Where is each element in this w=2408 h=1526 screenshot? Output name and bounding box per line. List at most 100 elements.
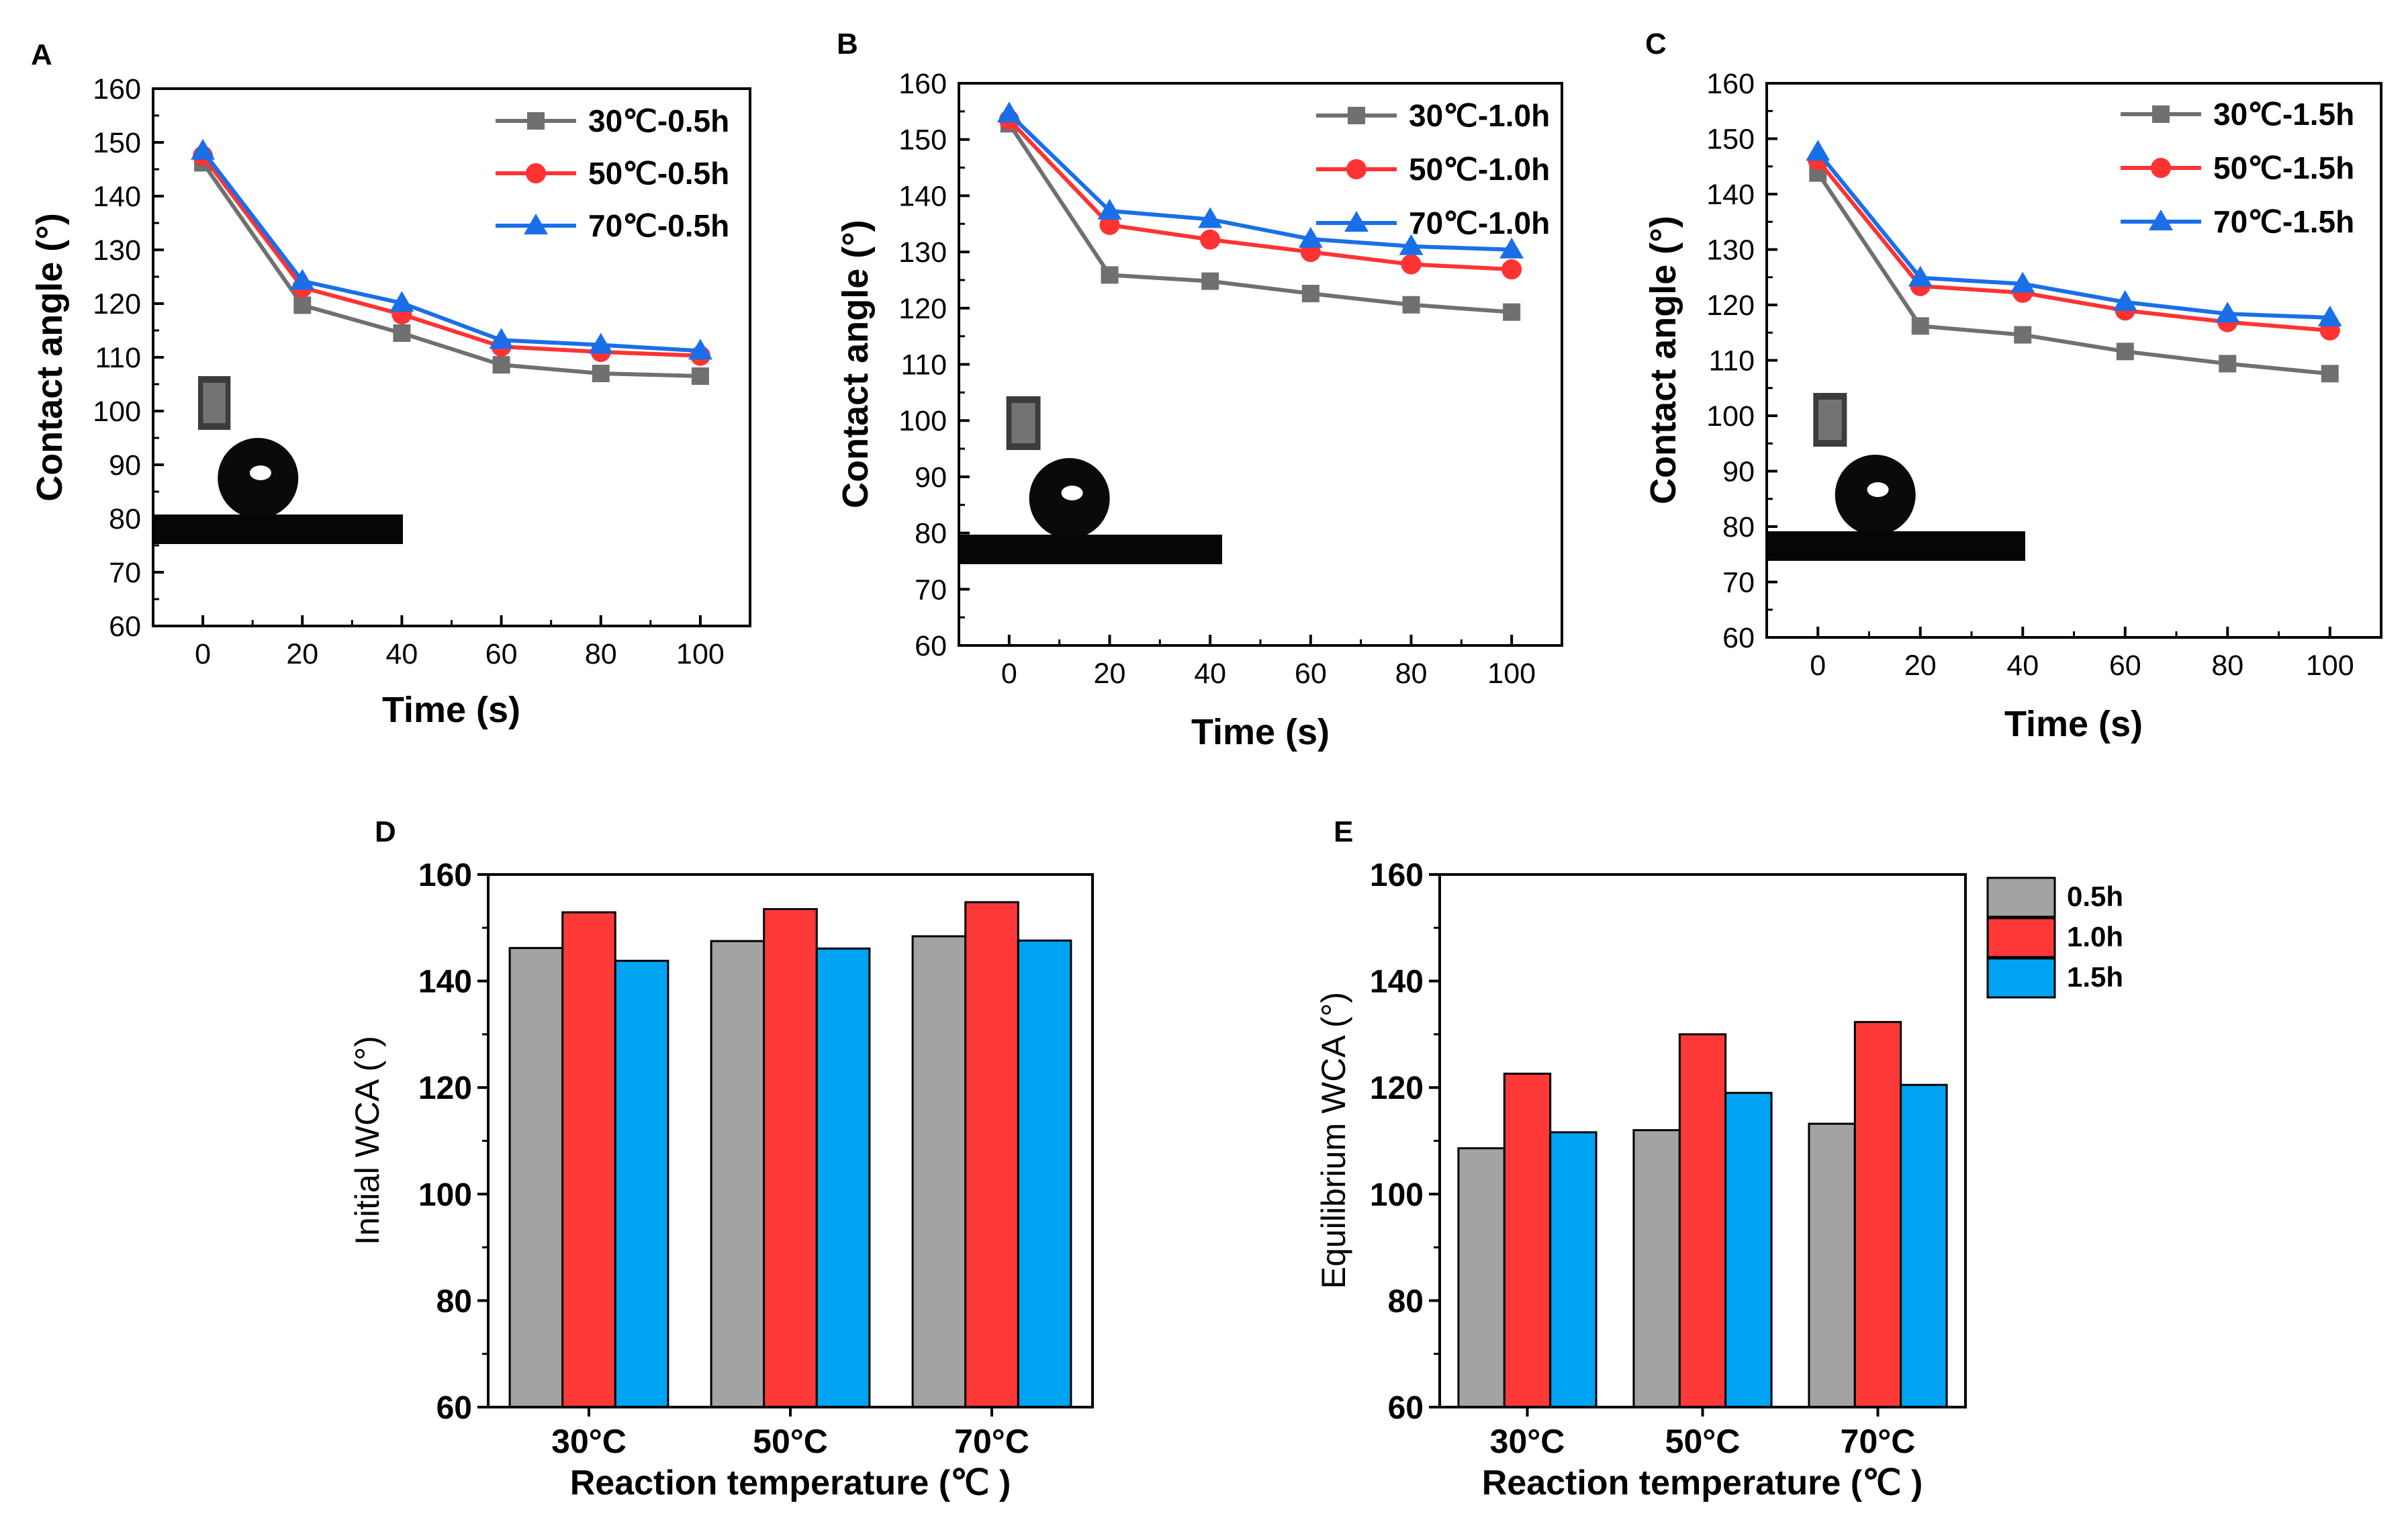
legend-marker bbox=[2149, 210, 2173, 230]
data-point bbox=[1099, 214, 1120, 235]
x-tick-label: 40 bbox=[1194, 658, 1226, 690]
panel-label: B bbox=[837, 28, 858, 60]
droplet-highlight bbox=[1061, 486, 1083, 500]
droplet-highlight bbox=[249, 465, 271, 480]
x-tick-label: 70°C bbox=[954, 1423, 1029, 1460]
y-tick-label: 60 bbox=[1388, 1390, 1424, 1426]
droplet-inset-image bbox=[959, 396, 1222, 564]
bar-0_5h-2 bbox=[710, 940, 766, 1408]
bar-1_5h-3 bbox=[1900, 1083, 1948, 1408]
series-line-2 bbox=[1816, 159, 2330, 332]
data-point bbox=[290, 269, 315, 290]
legend-swatch bbox=[1986, 917, 2056, 958]
series-line-3 bbox=[1007, 112, 1512, 252]
legend-label: 50℃-0.5h bbox=[588, 156, 729, 191]
y-tick-label: 100 bbox=[898, 405, 947, 437]
legend-label: 1.5h bbox=[2067, 961, 2123, 993]
x-tick-label: 80 bbox=[2211, 649, 2243, 682]
y-axis-label: Contact angle (°) bbox=[1643, 216, 1683, 504]
y-tick-label: 120 bbox=[93, 288, 141, 320]
legend-label: 30℃-1.5h bbox=[2213, 97, 2354, 132]
x-tick-label: 40 bbox=[385, 638, 418, 670]
panel-label: D bbox=[375, 815, 396, 848]
data-point bbox=[2113, 289, 2137, 311]
x-tick-label: 70°C bbox=[1841, 1423, 1916, 1460]
legend-marker bbox=[527, 112, 545, 130]
droplet-highlight bbox=[1867, 482, 1889, 497]
bar-1_0h-3 bbox=[1853, 1021, 1902, 1408]
y-tick-label: 150 bbox=[93, 127, 141, 159]
legend-marker bbox=[1346, 159, 1367, 179]
y-tick-label: 60 bbox=[436, 1390, 472, 1426]
y-tick-label: 140 bbox=[418, 964, 472, 1000]
series-line-1 bbox=[201, 161, 700, 378]
y-tick-label: 70 bbox=[109, 557, 141, 589]
data-point bbox=[1097, 198, 1122, 220]
data-point bbox=[393, 324, 411, 342]
y-tick-label: 90 bbox=[1722, 456, 1755, 488]
data-point bbox=[1911, 317, 1929, 335]
data-point bbox=[1503, 303, 1521, 321]
bar-1_5h-2 bbox=[815, 947, 871, 1408]
series-line-1 bbox=[1007, 122, 1512, 314]
legend-label: 50℃-1.0h bbox=[1409, 152, 1550, 187]
legend-swatch bbox=[1986, 877, 2056, 918]
data-point bbox=[293, 296, 312, 314]
x-axis-label: Reaction temperature (℃ ) bbox=[1482, 1464, 1923, 1502]
x-tick-label: 30°C bbox=[1490, 1423, 1565, 1460]
bar-1_0h-1 bbox=[561, 911, 616, 1408]
needle-highlight bbox=[1818, 400, 1842, 440]
y-tick-label: 90 bbox=[109, 449, 141, 482]
data-point bbox=[2317, 305, 2342, 326]
bar-1_0h-2 bbox=[1678, 1033, 1727, 1408]
x-tick-label: 0 bbox=[1001, 658, 1017, 690]
data-point bbox=[1501, 259, 1522, 280]
x-tick-label: 0 bbox=[195, 638, 211, 670]
y-tick-label: 160 bbox=[418, 858, 472, 893]
y-tick-label: 150 bbox=[1706, 124, 1755, 156]
x-tick-label: 60 bbox=[1295, 658, 1327, 690]
legend-label: 70℃-0.5h bbox=[588, 208, 729, 243]
y-tick-label: 100 bbox=[1706, 400, 1755, 433]
x-tick-label: 60 bbox=[2109, 649, 2141, 682]
needle-highlight bbox=[203, 383, 226, 423]
data-point bbox=[1200, 229, 1221, 250]
y-tick-label: 100 bbox=[418, 1177, 472, 1213]
bar-1_5h-1 bbox=[614, 959, 669, 1408]
x-axis-label: Time (s) bbox=[1191, 712, 1330, 752]
y-tick-label: 80 bbox=[1388, 1284, 1424, 1319]
y-tick-label: 110 bbox=[95, 342, 141, 374]
panel-label: A bbox=[31, 38, 52, 71]
x-tick-label: 60 bbox=[485, 638, 518, 670]
substrate bbox=[1767, 531, 2025, 561]
y-tick-label: 160 bbox=[93, 73, 141, 105]
data-point bbox=[1101, 266, 1119, 284]
x-tick-label: 30°C bbox=[551, 1423, 627, 1460]
data-point bbox=[1201, 272, 1219, 290]
y-tick-label: 70 bbox=[915, 574, 947, 606]
substrate bbox=[959, 535, 1222, 564]
x-axis-label: Time (s) bbox=[2004, 704, 2143, 744]
data-point bbox=[1908, 265, 1933, 287]
panel-label: E bbox=[1334, 815, 1353, 848]
y-tick-label: 110 bbox=[900, 349, 947, 382]
panel-label: C bbox=[1645, 28, 1667, 60]
panel-d: 30°C 50°C 70°C 60 80 100 120 140 160 D Reaction te… bbox=[349, 815, 1094, 1502]
panel-e: 30°C 50°C 70°C 60 80 100 120 140 160 0.5h 1.0h 1.5h… bbox=[1315, 815, 2123, 1502]
x-tick-label: 50°C bbox=[753, 1423, 828, 1460]
substrate bbox=[153, 514, 403, 544]
x-tick-label: 100 bbox=[676, 638, 725, 670]
y-tick-label: 120 bbox=[898, 293, 947, 325]
series-line-2 bbox=[1007, 118, 1512, 272]
y-tick-label: 60 bbox=[109, 611, 141, 643]
y-tick-label: 80 bbox=[109, 503, 141, 535]
legend-marker bbox=[1344, 211, 1369, 232]
y-tick-label: 90 bbox=[915, 461, 947, 494]
y-tick-label: 160 bbox=[1370, 858, 1424, 893]
x-tick-label: 50°C bbox=[1665, 1423, 1741, 1460]
bar-0_5h-3 bbox=[1808, 1122, 1856, 1408]
y-tick-label: 120 bbox=[1706, 289, 1755, 322]
y-axis-label: Equilibrium WCA (°) bbox=[1315, 992, 1352, 1289]
data-point bbox=[2219, 355, 2237, 373]
series-line-3 bbox=[201, 149, 701, 353]
